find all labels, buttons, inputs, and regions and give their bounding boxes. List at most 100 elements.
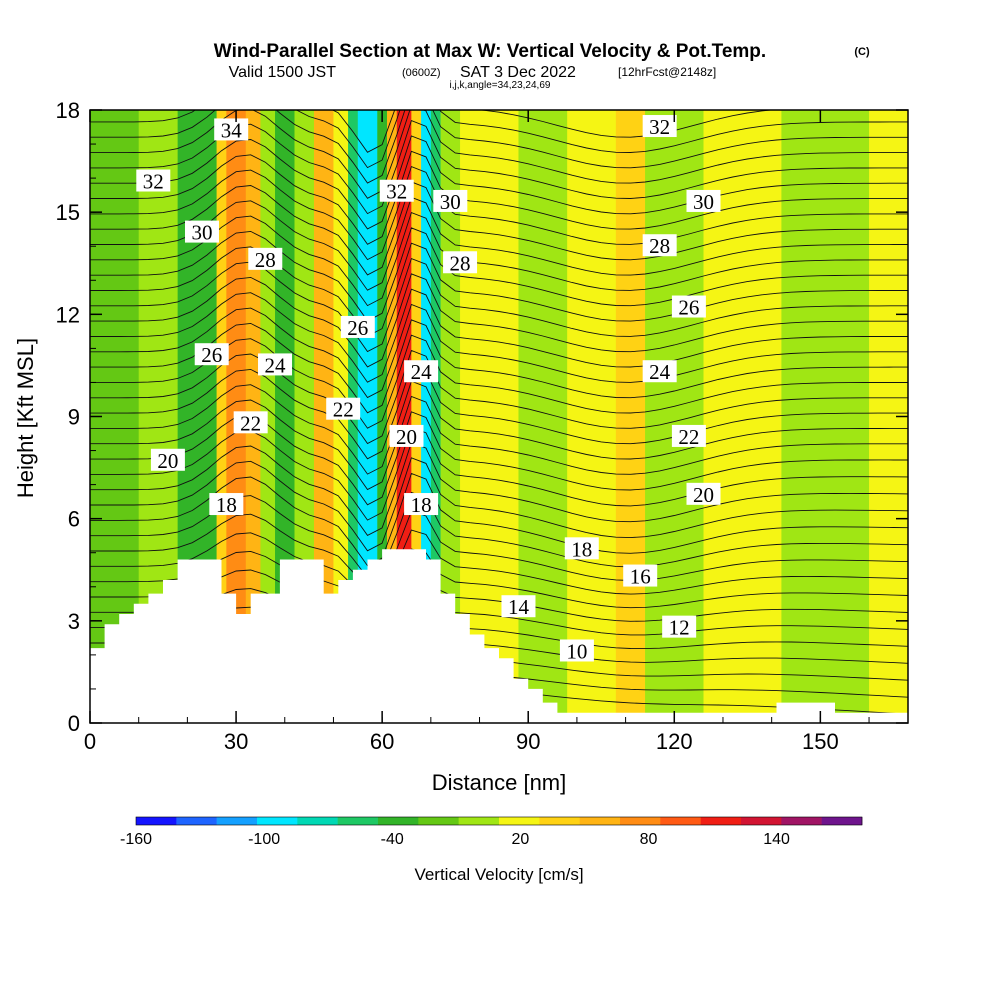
theta-isentrope xyxy=(90,166,908,261)
x-tick-label: 60 xyxy=(370,729,394,754)
colorbar-swatch xyxy=(700,817,742,825)
contour-label: 28 xyxy=(450,251,471,275)
theta-isentrope xyxy=(90,548,908,614)
theta-isentrope xyxy=(90,288,908,383)
colorbar-swatch xyxy=(579,817,621,825)
contour-label-box xyxy=(214,118,249,141)
colorbar-tick-label: -160 xyxy=(120,831,152,848)
colorbar-frame xyxy=(135,816,863,826)
contour-label-box xyxy=(194,343,229,366)
contour-label: 32 xyxy=(143,170,164,194)
contour-label: 18 xyxy=(411,493,432,517)
colorbar-swatch xyxy=(620,817,661,825)
contour-label-box xyxy=(209,493,244,516)
contour-label-box xyxy=(150,448,185,471)
contour-label-box xyxy=(443,251,478,274)
contour-label: 24 xyxy=(411,360,433,384)
contour-label: 30 xyxy=(693,190,714,214)
contour-label-box xyxy=(136,169,171,192)
contour-label: 22 xyxy=(333,398,354,422)
colorbar-swatch xyxy=(821,817,863,825)
velocity-band xyxy=(216,110,227,723)
contour-label: 22 xyxy=(240,411,261,435)
x-tick-label: 120 xyxy=(656,729,693,754)
theta-isentrope xyxy=(90,258,908,353)
contour-label: 28 xyxy=(255,248,276,272)
colorbar-tick-label: 80 xyxy=(640,831,658,848)
velocity-band xyxy=(430,110,442,723)
contour-label: 30 xyxy=(191,221,212,245)
theta-isentrope xyxy=(90,196,908,291)
contour-labels: 34 32 30 28 26 24 22 20 18 26 22 32 30 28 24 20 18 32 30 28… xyxy=(136,115,721,663)
contour-label: 20 xyxy=(693,483,714,507)
x-tick-label: 150 xyxy=(802,729,839,754)
contour-label: 10 xyxy=(566,639,587,663)
theta-isentrope xyxy=(90,567,908,626)
contour-label-box xyxy=(404,360,439,383)
colorbar-swatch xyxy=(337,817,379,825)
y-tick-label: 3 xyxy=(68,609,80,634)
velocity-band xyxy=(567,110,617,723)
y-tick-label: 0 xyxy=(68,711,80,736)
chart-title: Wind-Parallel Section at Max W: Vertical… xyxy=(214,41,766,62)
colorbar-tick-label: -40 xyxy=(381,831,404,848)
contour-label-box xyxy=(248,247,283,270)
contour-label-box xyxy=(686,482,721,505)
contour-label-box xyxy=(642,360,677,383)
contour-label: 18 xyxy=(216,493,237,517)
colorbar-swatch xyxy=(660,817,701,825)
subtitle-indices: i,j,k,angle=34,23,24,69 xyxy=(450,80,551,91)
x-tick-label: 30 xyxy=(224,729,248,754)
contour-label: 20 xyxy=(396,425,417,449)
colorbar-swatch xyxy=(458,817,500,825)
contour-label-box xyxy=(233,411,268,434)
colorbar-swatch xyxy=(741,817,782,825)
contour-label: 12 xyxy=(669,616,690,640)
contour-label-box xyxy=(662,615,697,638)
contour-label-box xyxy=(184,220,219,243)
colorbar xyxy=(135,816,863,826)
contour-label-box xyxy=(671,424,706,447)
y-axis: 0 3 6 9 12 15 18 xyxy=(56,98,908,736)
colorbar-tick-label: 20 xyxy=(511,831,529,848)
colorbar-swatch xyxy=(499,817,540,825)
contour-label-box xyxy=(340,315,375,338)
contour-label: 16 xyxy=(630,565,651,589)
subtitle-utc: (0600Z) xyxy=(402,67,441,79)
colorbar-ticks: -160 -100 -40 20 80 140 xyxy=(120,831,790,848)
velocity-band xyxy=(781,110,870,723)
theta-isentrope xyxy=(90,110,908,199)
theta-isentrope xyxy=(90,227,908,322)
plot-area xyxy=(90,110,908,723)
contour-label-box xyxy=(258,353,293,376)
theta-isentrope xyxy=(90,441,908,536)
contour-label: 26 xyxy=(678,296,699,320)
y-tick-label: 12 xyxy=(56,302,80,327)
contour-label: 28 xyxy=(649,234,670,258)
contour-label-box xyxy=(564,537,599,560)
theta-isentrope xyxy=(90,472,908,567)
theta-isentrope xyxy=(90,586,908,638)
x-tick-label: 0 xyxy=(84,729,96,754)
colorbar-swatch xyxy=(418,817,459,825)
subtitle-valid: Valid 1500 JST xyxy=(229,64,337,81)
x-axis-label: Distance [nm] xyxy=(432,770,567,795)
contour-label-box xyxy=(433,189,468,212)
colorbar-swatch xyxy=(136,817,177,825)
subtitle-date: SAT 3 Dec 2022 xyxy=(460,64,576,81)
velocity-band xyxy=(518,110,568,723)
contour-label-box xyxy=(559,639,594,662)
y-tick-label: 6 xyxy=(68,507,80,532)
theta-isentrope xyxy=(90,242,908,337)
contour-label-box xyxy=(404,493,439,516)
colorbar-swatch xyxy=(216,817,258,825)
contour-label-box xyxy=(642,115,677,138)
colorbar-swatch xyxy=(257,817,298,825)
contour-label-box xyxy=(671,295,706,318)
copyright-mark: (C) xyxy=(854,46,870,58)
contour-label: 20 xyxy=(157,449,178,473)
terrain-mask xyxy=(90,549,908,723)
theta-isentrope xyxy=(90,110,908,169)
y-axis-label: Height [Kft MSL] xyxy=(13,338,38,498)
